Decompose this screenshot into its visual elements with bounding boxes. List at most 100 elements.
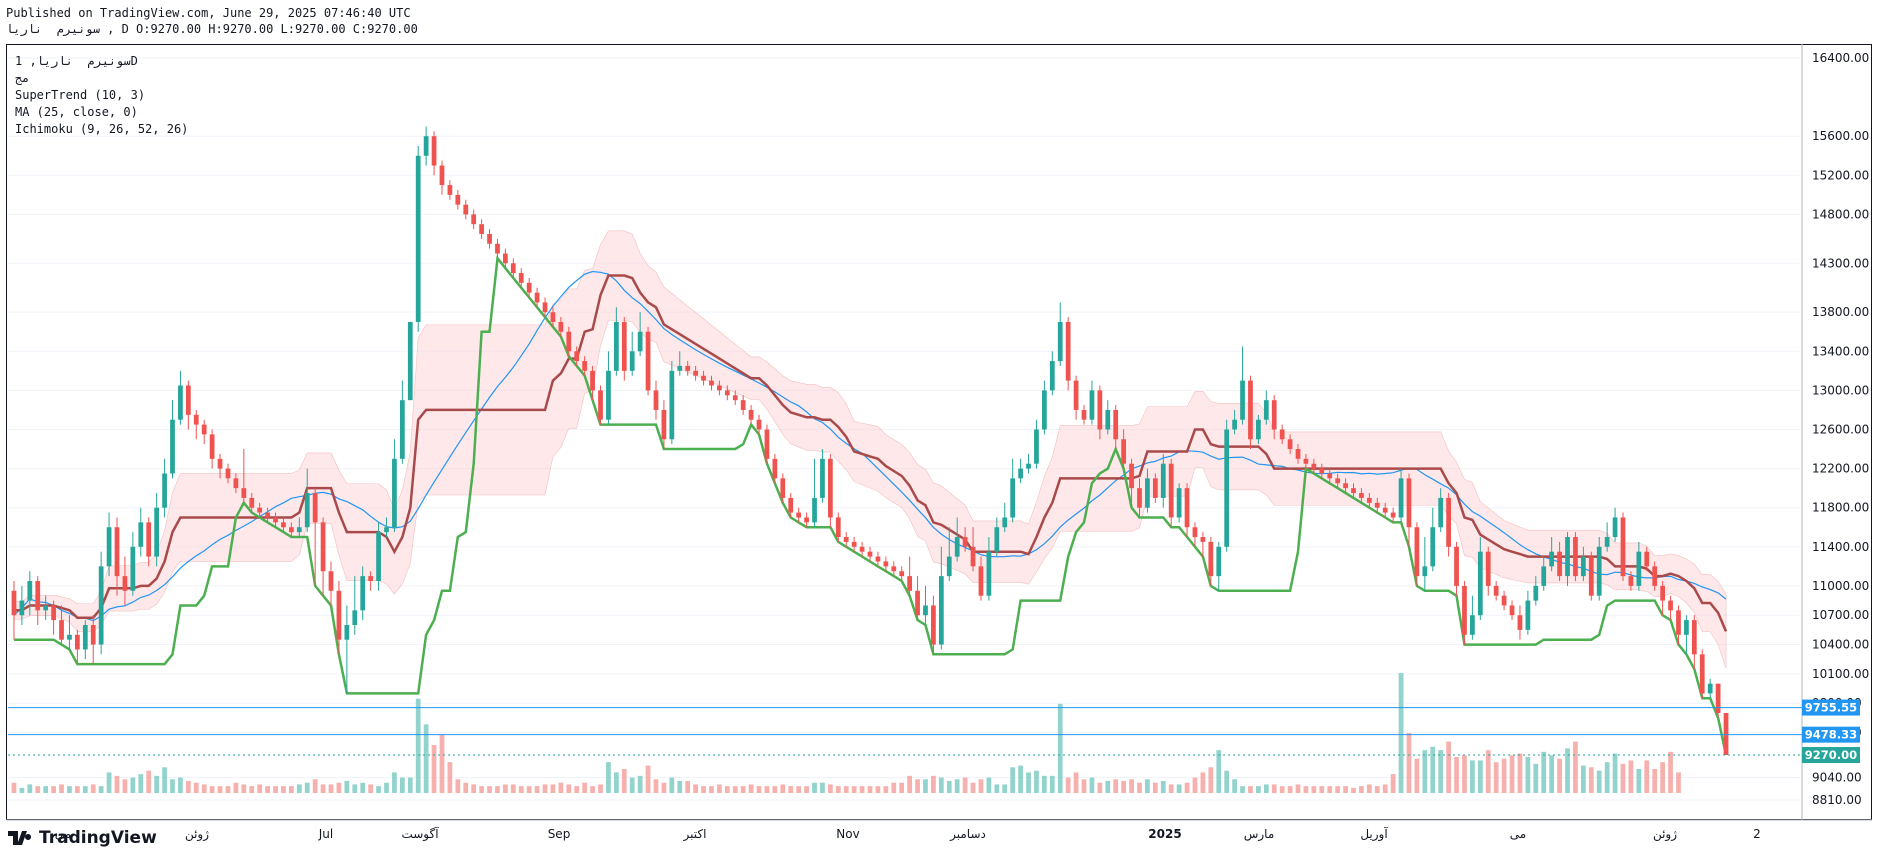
candle-body <box>756 419 762 430</box>
candle <box>606 351 611 425</box>
candle <box>1470 595 1475 640</box>
volume-bar <box>717 784 722 793</box>
candle <box>328 561 334 606</box>
candle <box>772 453 778 484</box>
candle-body <box>320 522 326 572</box>
candle <box>392 439 397 533</box>
candle-body <box>946 556 952 577</box>
candle <box>621 317 627 381</box>
candle-body <box>891 566 897 572</box>
volume-bar <box>1176 784 1182 793</box>
time-axis-label: ژوئن <box>185 827 209 842</box>
candle-body <box>1612 517 1618 538</box>
candle <box>1240 346 1245 425</box>
candle-body <box>1588 556 1594 596</box>
price-axis-label: 16400.00 <box>1812 51 1869 65</box>
candle <box>1549 537 1555 572</box>
candle <box>835 512 841 542</box>
candle-body <box>67 634 72 640</box>
candle <box>178 370 183 425</box>
candle <box>289 522 294 538</box>
legend-ichimoku[interactable]: Ichimoku (9, 26, 52, 26) <box>15 122 189 136</box>
candle-body <box>1723 712 1729 756</box>
candle <box>542 297 548 318</box>
volume-bar <box>1596 770 1602 793</box>
volume-bar <box>90 784 96 793</box>
candle <box>90 615 96 665</box>
volume-bar <box>67 786 72 793</box>
legend-supertrend[interactable]: SuperTrend (10, 3) <box>15 88 146 102</box>
volume-bar <box>289 786 294 793</box>
candle <box>653 380 659 420</box>
candle <box>1596 537 1602 601</box>
tradingview-brand: TradingView <box>39 828 157 848</box>
candle <box>891 561 897 577</box>
price-tag-box <box>1802 699 1860 716</box>
legend-ma[interactable]: MA (25, close, 0) <box>15 105 138 119</box>
volume-bar <box>201 784 207 793</box>
candle <box>923 585 928 626</box>
candle-body <box>606 370 611 420</box>
candle <box>1612 507 1618 542</box>
price-axis-label: 11000.00 <box>1812 579 1869 593</box>
volume-bar <box>1160 781 1166 793</box>
volume-bar <box>1565 748 1570 793</box>
candle <box>487 229 492 249</box>
candle-body <box>336 590 342 640</box>
candle-body <box>209 434 215 459</box>
volume-bar <box>1652 769 1658 793</box>
volume-bar <box>1279 786 1285 793</box>
candle <box>344 605 350 694</box>
candle-body <box>724 390 730 396</box>
candle-body <box>1049 361 1055 391</box>
volume-bar <box>582 782 588 793</box>
candle-body <box>764 429 770 459</box>
candle-body <box>154 507 160 557</box>
volume-bar <box>1311 786 1317 793</box>
candle-body <box>257 507 263 513</box>
volume-bar <box>1390 774 1396 793</box>
volume-bar <box>1152 782 1158 793</box>
candle-body <box>1192 527 1198 538</box>
candle <box>59 605 64 645</box>
candle-body <box>1565 537 1570 577</box>
candle-body <box>780 478 786 498</box>
candle <box>399 380 405 464</box>
candle <box>1430 507 1436 572</box>
candle <box>1287 434 1293 454</box>
volume-bar <box>645 765 651 793</box>
legend-symbol[interactable]: سونیرم ناریا, 1D <box>15 54 138 68</box>
candle-body <box>463 204 469 215</box>
volume-bar <box>170 779 175 793</box>
volume-bar <box>748 784 754 793</box>
candle <box>170 400 175 479</box>
volume-bar <box>598 784 603 793</box>
candle <box>1271 395 1277 440</box>
candle <box>106 512 112 577</box>
candle-body <box>1263 400 1269 420</box>
volume-bar <box>82 786 88 793</box>
volume-bar <box>550 784 556 793</box>
price-axis-label: 12200.00 <box>1812 462 1869 476</box>
candle <box>1715 683 1721 718</box>
candle-body <box>1691 620 1697 655</box>
candle-body <box>566 331 572 352</box>
candle <box>1509 600 1515 621</box>
candle <box>1049 351 1055 396</box>
candle <box>138 507 144 557</box>
grid <box>8 57 1800 801</box>
candle <box>1200 532 1206 557</box>
candle <box>526 277 532 298</box>
candle-body <box>11 590 17 616</box>
candle-body <box>709 380 714 386</box>
volume-bar <box>1580 765 1586 793</box>
candle <box>1295 444 1301 464</box>
volume-bar <box>1224 770 1230 793</box>
tradingview-logo[interactable]: TradingView <box>8 828 157 848</box>
candle <box>1065 317 1071 391</box>
candle <box>67 615 72 650</box>
candle-body <box>1200 537 1206 542</box>
candle-body <box>51 605 56 621</box>
volume-bar <box>503 784 508 793</box>
